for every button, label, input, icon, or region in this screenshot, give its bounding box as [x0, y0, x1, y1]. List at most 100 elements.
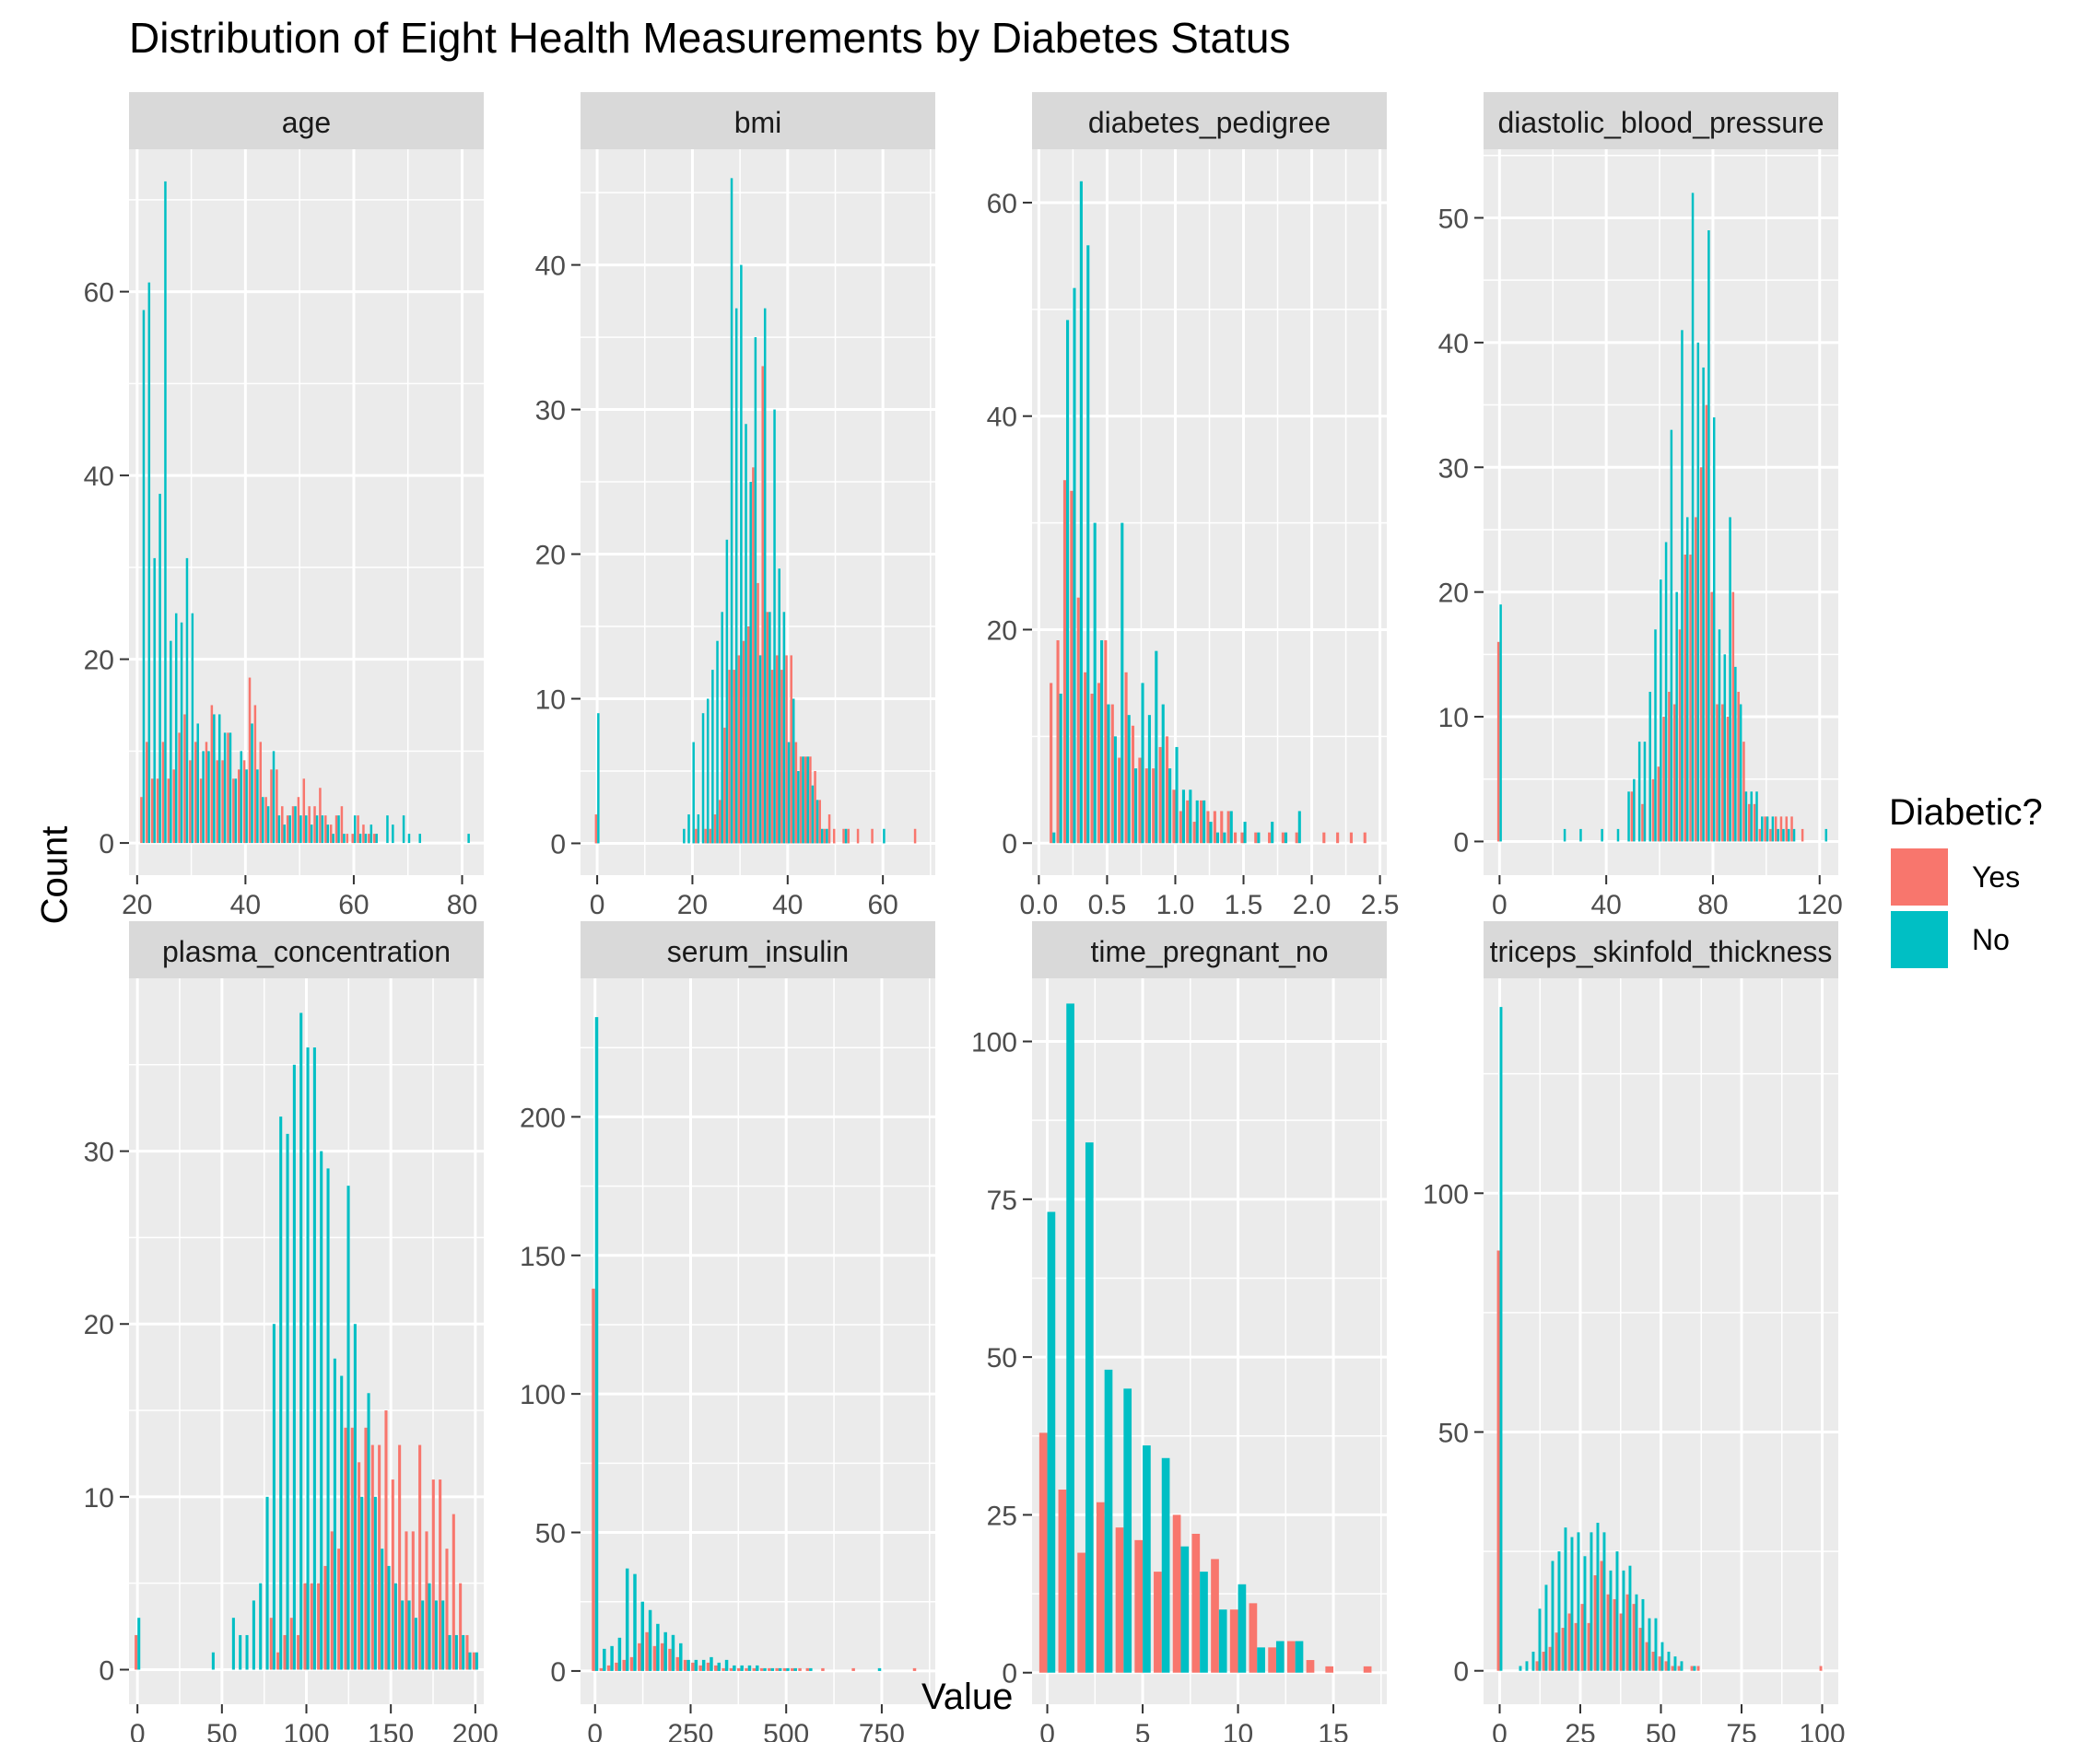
- bar-no: [292, 1064, 296, 1670]
- bar-yes: [1124, 672, 1128, 844]
- bar-no: [326, 824, 330, 844]
- bar-no: [1627, 791, 1630, 842]
- x-tick-label: 0: [1039, 1719, 1055, 1742]
- bar-no: [231, 1618, 235, 1670]
- bar-yes: [592, 1288, 595, 1671]
- x-tick-label: 1.0: [1156, 890, 1195, 920]
- bar-no: [811, 785, 815, 844]
- bar-no: [1113, 736, 1117, 844]
- bar-yes: [248, 677, 252, 844]
- bar-yes: [1186, 800, 1190, 844]
- bar-no: [364, 834, 368, 844]
- facet-triceps-skinfold-thickness: triceps_skinfold_thickness 0 25 50 75 100 0 50 1…: [1423, 921, 1846, 1742]
- bar-yes: [329, 824, 333, 844]
- x-tick-label: 200: [452, 1719, 499, 1742]
- bar-no: [414, 1618, 417, 1670]
- bar-no: [806, 756, 809, 844]
- bar-yes: [713, 814, 717, 844]
- bar-yes: [668, 1648, 672, 1671]
- bar-yes: [622, 1659, 626, 1671]
- bar-no: [1670, 429, 1673, 842]
- bar-no: [158, 494, 161, 844]
- x-tick-label: 75: [1726, 1719, 1756, 1742]
- facet-strip-label: diastolic_blood_pressure: [1498, 106, 1824, 139]
- bar-no: [706, 698, 710, 844]
- bar-yes: [799, 756, 803, 844]
- bar-no: [1734, 666, 1737, 842]
- bar-yes: [757, 582, 759, 844]
- bar-no: [245, 769, 248, 844]
- bar-yes: [1641, 803, 1644, 842]
- x-tick-label: 10: [1223, 1719, 1253, 1742]
- bar-no: [251, 723, 253, 844]
- y-tick-label: 0: [1453, 827, 1469, 858]
- bar-no: [793, 1667, 797, 1671]
- bar-no: [223, 732, 227, 844]
- bar-yes: [1158, 746, 1162, 844]
- bar-no: [1161, 704, 1165, 844]
- facet-strip-label: plasma_concentration: [162, 935, 451, 968]
- bar-no: [692, 742, 695, 844]
- bar-no: [1066, 1003, 1074, 1673]
- bar-no: [1824, 828, 1828, 842]
- bar-yes: [1690, 1666, 1694, 1671]
- bar-yes: [264, 797, 267, 844]
- bar-yes: [733, 670, 735, 844]
- bar-yes: [1801, 828, 1804, 842]
- bar-no: [763, 308, 767, 844]
- bar-yes: [1677, 1666, 1681, 1671]
- bar-yes: [1651, 1651, 1655, 1671]
- x-tick-label: 15: [1318, 1719, 1348, 1742]
- y-tick-label: 20: [84, 646, 114, 676]
- bar-yes: [652, 1645, 657, 1671]
- bar-yes: [310, 1583, 313, 1670]
- bar-yes: [1574, 1622, 1578, 1671]
- y-tick-label: 100: [1423, 1179, 1469, 1210]
- x-tick-label: 60: [338, 890, 369, 920]
- bar-yes: [1154, 1572, 1162, 1673]
- bar-yes: [1758, 828, 1762, 842]
- x-tick-label: 120: [1797, 890, 1843, 920]
- bar-yes: [1716, 704, 1719, 842]
- bar-yes: [737, 655, 741, 844]
- bar-yes: [156, 778, 159, 844]
- bar-no: [701, 1659, 706, 1671]
- y-tick-label: 30: [535, 396, 566, 427]
- bar-yes: [411, 1531, 415, 1670]
- bar-yes: [1548, 1646, 1552, 1671]
- bar-no: [820, 828, 824, 844]
- bar-yes: [452, 1514, 455, 1670]
- x-tick-label: 0: [590, 890, 605, 920]
- y-tick-label: 100: [520, 1380, 566, 1410]
- legend-item-no: No: [1889, 909, 2043, 970]
- bar-yes: [1240, 832, 1244, 844]
- bar-no: [633, 1573, 637, 1671]
- bar-no: [1654, 629, 1657, 842]
- bar-yes: [1662, 717, 1665, 842]
- y-tick-label: 150: [520, 1242, 566, 1272]
- bar-no: [333, 1358, 336, 1670]
- bar-yes: [232, 778, 235, 844]
- bar-yes: [1705, 404, 1708, 842]
- facet-strip: [1484, 921, 1838, 978]
- bar-yes: [871, 828, 874, 844]
- bar-no: [1525, 1661, 1529, 1671]
- bar-yes: [1096, 1502, 1105, 1673]
- bar-no: [1100, 640, 1104, 844]
- facet-strip: [1484, 92, 1838, 149]
- bar-no: [802, 756, 804, 844]
- bar-yes: [736, 1667, 741, 1671]
- y-tick-label: 0: [550, 829, 566, 859]
- bar-no: [730, 178, 733, 844]
- bar-yes: [1630, 791, 1634, 842]
- facet-time-pregnant-no: time_pregnant_no 0 5 10 15 0 25 50 75 100: [971, 921, 1387, 1742]
- bar-yes: [1118, 757, 1121, 844]
- bar-yes: [1336, 832, 1340, 844]
- x-tick-label: 100: [283, 1719, 329, 1742]
- bar-no: [315, 815, 319, 844]
- facet-strip: [1032, 92, 1387, 149]
- bar-no: [353, 1324, 357, 1670]
- bar-yes: [1152, 768, 1156, 844]
- bar-yes: [823, 828, 827, 844]
- bar-yes: [1295, 832, 1298, 844]
